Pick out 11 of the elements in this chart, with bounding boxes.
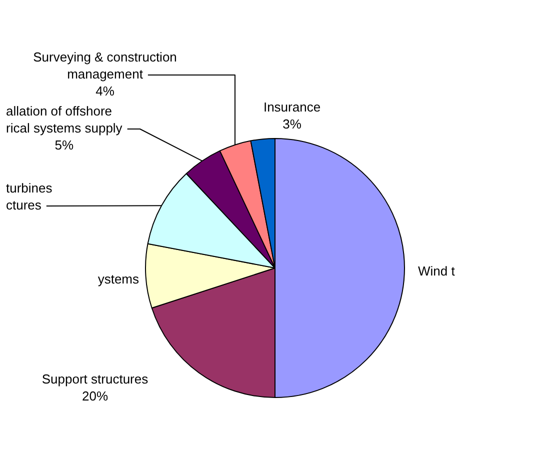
data-label: 20% bbox=[82, 388, 108, 404]
slice-label: ystems bbox=[98, 272, 140, 287]
data-label: 5% bbox=[54, 138, 74, 153]
slice-label: Surveying & construction management bbox=[33, 50, 177, 82]
data-label: 3% bbox=[282, 116, 302, 132]
slice-label: allation of offshore rical systems supply bbox=[6, 104, 123, 136]
slice-label: Insurance bbox=[263, 100, 321, 115]
slice-label: Support structures bbox=[42, 372, 149, 387]
slice-label: turbines ctures bbox=[6, 180, 53, 213]
data-label: 4% bbox=[96, 84, 115, 99]
slice-label: Wind t bbox=[418, 264, 456, 279]
